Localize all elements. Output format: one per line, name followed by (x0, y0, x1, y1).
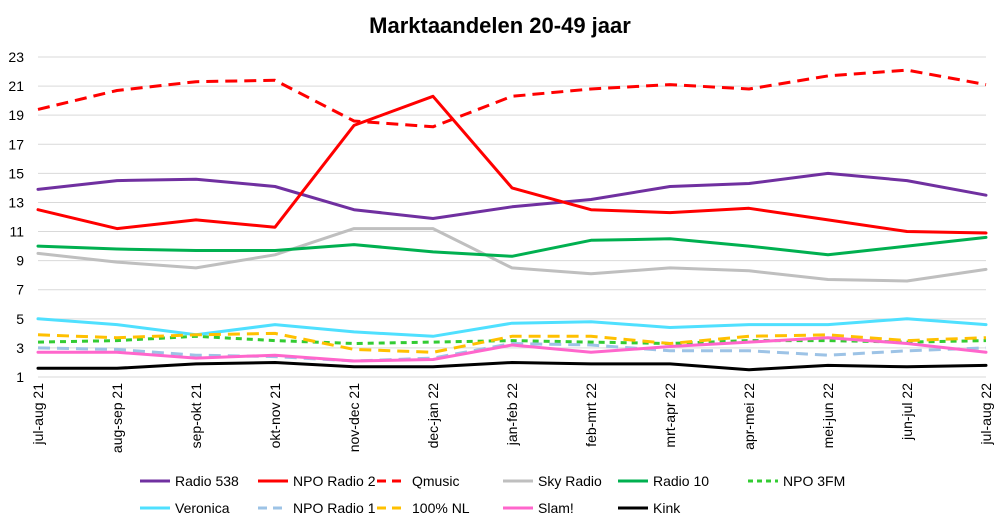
legend: Radio 538 NPO Radio 2 Qmusic Sky Radio Radio… (140, 473, 845, 516)
x-axis-ticks: jul-aug 21 aug-sep 21 sep-okt 21 okt-nov 21… (30, 383, 994, 453)
x-tick-label: jul-aug 22 (978, 383, 994, 446)
y-tick-label: 1 (16, 369, 24, 385)
y-tick-label: 11 (9, 224, 24, 240)
y-tick-label: 17 (8, 136, 24, 152)
legend-label-npo-3fm: NPO 3FM (783, 473, 845, 489)
series-line-npo-radio-2 (36, 94, 988, 235)
x-tick-label: jun-jul 22 (899, 383, 915, 441)
y-tick-label: 3 (16, 340, 24, 356)
legend-label-slam: Slam! (538, 500, 574, 516)
x-tick-label: jul-aug 21 (30, 383, 46, 446)
y-tick-label: 23 (8, 49, 24, 65)
x-tick-label: feb-mrt 22 (583, 383, 599, 447)
legend-label-qmusic: Qmusic (412, 473, 459, 489)
series-line-radio-10 (36, 235, 988, 258)
legend-label-sky-radio: Sky Radio (538, 473, 602, 489)
series-line-veronica (36, 317, 988, 338)
y-tick-label: 9 (16, 253, 24, 269)
x-tick-label: aug-sep 21 (109, 383, 125, 453)
series-line-slam (36, 336, 988, 363)
legend-label-kink: Kink (653, 500, 681, 516)
x-tick-label: sep-okt 21 (188, 383, 204, 449)
x-tick-label: jan-feb 22 (504, 383, 520, 446)
chart-title: Marktaandelen 20-49 jaar (369, 13, 631, 38)
x-tick-label: mei-jun 22 (820, 383, 836, 449)
series-line-100-nl (37, 331, 987, 354)
x-tick-label: apr-mei 22 (741, 383, 757, 450)
x-tick-label: nov-dec 21 (346, 383, 362, 452)
legend-label-npo-radio-2: NPO Radio 2 (293, 473, 376, 489)
gridlines (38, 56, 986, 378)
series-line-npo-radio-1 (37, 342, 987, 363)
y-tick-label: 7 (16, 282, 24, 298)
series-line-kink (36, 361, 988, 372)
legend-label-radio-538: Radio 538 (175, 473, 239, 489)
series-line-radio-538 (36, 171, 988, 220)
series-lines (36, 68, 988, 372)
x-tick-label: mrt-apr 22 (662, 383, 678, 448)
y-tick-label: 15 (8, 165, 24, 181)
legend-label-100-nl: 100% NL (412, 500, 470, 516)
series-line-qmusic (37, 68, 987, 129)
series-line-sky-radio (36, 227, 988, 283)
legend-label-radio-10: Radio 10 (653, 473, 709, 489)
x-tick-label: okt-nov 21 (267, 383, 283, 449)
y-tick-label: 5 (16, 311, 24, 327)
y-tick-label: 13 (8, 194, 24, 210)
y-tick-label: 19 (8, 107, 24, 123)
y-tick-label: 21 (8, 78, 24, 94)
legend-label-veronica: Veronica (175, 500, 230, 516)
legend-label-npo-radio-1: NPO Radio 1 (293, 500, 376, 516)
x-tick-label: dec-jan 22 (425, 383, 441, 449)
